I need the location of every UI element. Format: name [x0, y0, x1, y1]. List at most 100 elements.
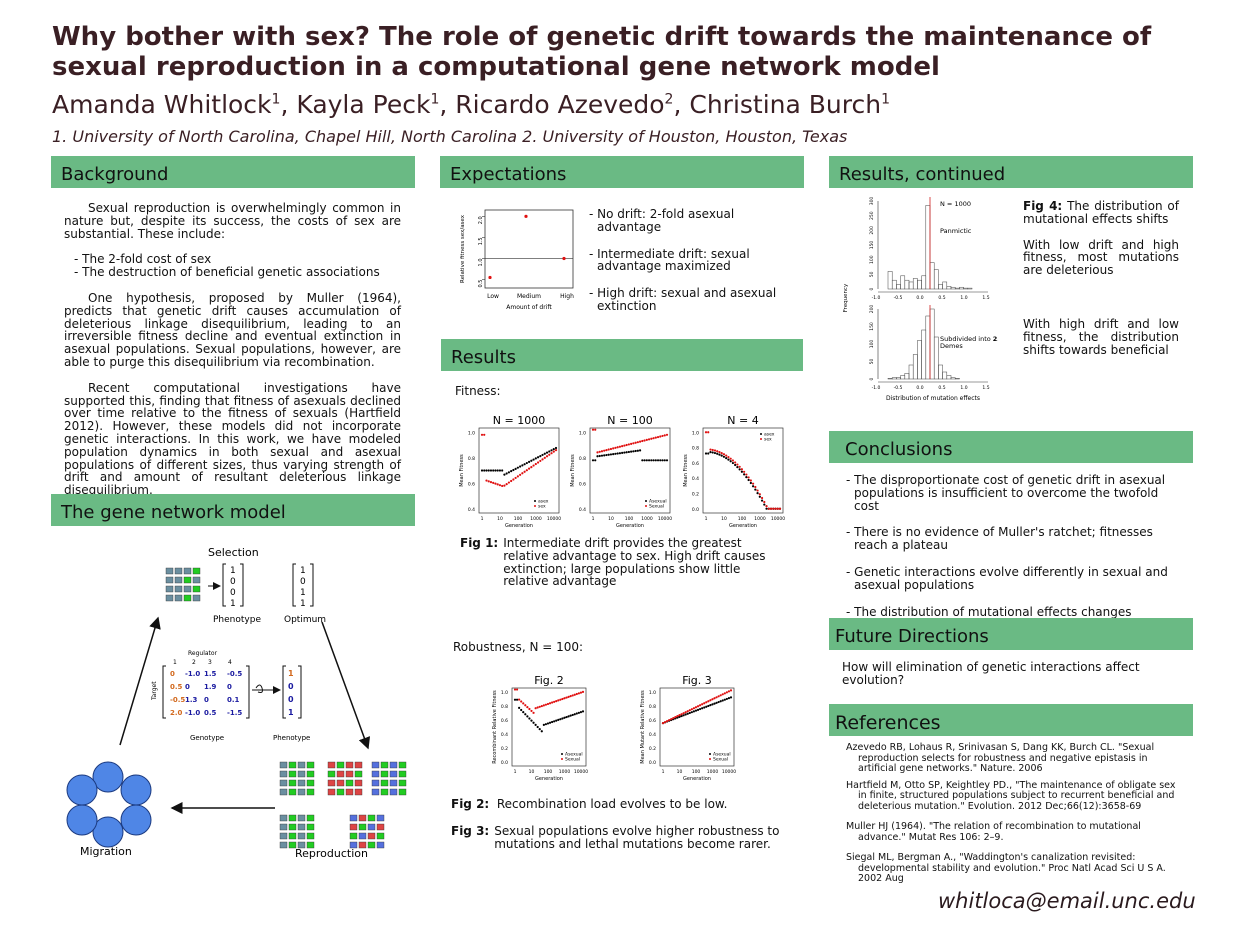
- sex-point: [743, 470, 746, 473]
- sex-point: [718, 450, 721, 454]
- deme-circles-icon: [66, 761, 152, 848]
- conclusion-item: - The disproportionate cost of genetic d…: [846, 473, 1166, 513]
- sex-point: [557, 699, 560, 702]
- asex-point: [555, 719, 558, 722]
- sex-point: [548, 702, 552, 705]
- expectation-item: - No drift: 2-fold asexual advantage: [589, 207, 735, 234]
- x-axis-label: Generation: [616, 523, 644, 529]
- histogram-bar: [887, 378, 893, 380]
- sex-point: [678, 714, 681, 717]
- asex-point: [528, 717, 531, 720]
- sex-point: [532, 711, 535, 714]
- matrix-cell: 0.1: [227, 696, 240, 704]
- background-p2: One hypothesis, proposed by Muller (1964…: [64, 290, 401, 369]
- asex-point: [707, 452, 710, 455]
- background-p3: Recent computational investigations have…: [64, 380, 401, 498]
- asex-point: [725, 697, 728, 701]
- asex-point: [483, 469, 486, 472]
- asex-point: [503, 473, 506, 476]
- sex-point: [703, 702, 706, 705]
- background-list-item: - The 2-fold cost of sex: [74, 252, 212, 267]
- gene-cell: [297, 761, 306, 769]
- sex-point: [487, 480, 490, 483]
- sex-point: [603, 449, 606, 452]
- histogram-bar: [946, 286, 952, 290]
- x-tick-label: 10: [677, 769, 683, 775]
- sex-point: [503, 484, 506, 487]
- fig1-text: Intermediate drift provides the greatest…: [503, 536, 766, 589]
- fitness-charts: N = 1000 0.4 0.6 0.8 1.0 1 10 100 1000 10000 Gener…: [459, 414, 785, 529]
- svg-text:0: 0: [230, 588, 236, 598]
- results-continued-header: Results, continued: [829, 156, 1193, 188]
- fig1-caption: Fig 1: Intermediate drift provides the gr…: [460, 537, 790, 588]
- y-tick-label: 300: [869, 197, 875, 206]
- sex-point: [650, 437, 653, 440]
- gene-cell: [380, 788, 389, 796]
- gene-cell: [174, 594, 183, 602]
- asex-point: [513, 698, 517, 701]
- asex-point: [565, 715, 568, 719]
- sex-point: [731, 459, 735, 462]
- sex-point: [543, 456, 546, 459]
- sex-point: [530, 709, 533, 713]
- sex-point: [598, 450, 601, 453]
- sex-point: [542, 704, 545, 707]
- reference-item: Azevedo RB, Lohaus R, Srinivasan S, Dang…: [846, 742, 1155, 774]
- panel-title: Fig. 2: [534, 674, 564, 687]
- gene-cell: [288, 814, 297, 822]
- gene-cell: [165, 585, 174, 593]
- plot-frame: [478, 427, 560, 514]
- svg-text:0: 0: [288, 682, 294, 691]
- sex-point: [594, 428, 597, 431]
- asex-point: [627, 450, 630, 454]
- sex-point: [709, 699, 712, 702]
- histogram-bar: [950, 377, 956, 380]
- asex-point: [696, 708, 700, 711]
- x-tick-label: 10000: [547, 516, 561, 522]
- sex-point: [686, 710, 689, 713]
- matrix-cell: 0: [185, 683, 190, 691]
- sex-point: [715, 696, 718, 699]
- asex-point: [723, 698, 726, 701]
- gene-cell: [297, 841, 306, 849]
- y-axis-label: Mean Fitness: [570, 454, 576, 487]
- asex-point: [716, 452, 719, 455]
- y-tick-label: 1.0: [579, 430, 586, 436]
- reproduction-grids-icon: [279, 761, 407, 849]
- asex-point: [727, 458, 730, 461]
- asex-point: [703, 706, 706, 709]
- x-tick-label: 1: [514, 769, 517, 775]
- asex-point: [544, 723, 548, 726]
- sex-point: [682, 712, 685, 715]
- contact-email[interactable]: whitloca@email.unc.edu: [938, 889, 1196, 913]
- sex-point: [643, 439, 646, 442]
- gene-cell: [354, 779, 363, 787]
- sex-point: [769, 507, 773, 510]
- asex-point: [524, 713, 527, 716]
- y-axis-label: Mean Fitness: [683, 454, 689, 487]
- asex-point: [701, 707, 704, 710]
- y-tick-label: 0.2: [501, 746, 508, 752]
- phenotype-out-label: Phenotype: [273, 734, 310, 742]
- gene-cell: [279, 814, 288, 822]
- asex-point: [498, 469, 502, 472]
- gene-cell: [183, 594, 192, 602]
- asex-point: [552, 448, 555, 451]
- sex-point: [498, 484, 502, 487]
- legend-label: Asexual: [713, 752, 731, 758]
- gene-cell: [165, 567, 174, 575]
- sex-point: [623, 444, 626, 447]
- fig3-label: Fig 3:: [451, 824, 490, 838]
- sex-point: [555, 700, 558, 703]
- x-tick-label: 10000: [722, 769, 736, 775]
- sex-point: [552, 450, 555, 453]
- author-affiliation-mark: 1: [881, 91, 891, 108]
- y-axis-label: Frequency: [843, 283, 849, 312]
- asex-point: [489, 469, 493, 472]
- sex-point: [526, 706, 529, 709]
- gene-cell: [174, 576, 183, 584]
- references-header: References: [829, 704, 1193, 736]
- sex-point: [652, 437, 655, 440]
- legend-swatch: [645, 505, 647, 507]
- x-tick-label: 1000: [559, 769, 571, 775]
